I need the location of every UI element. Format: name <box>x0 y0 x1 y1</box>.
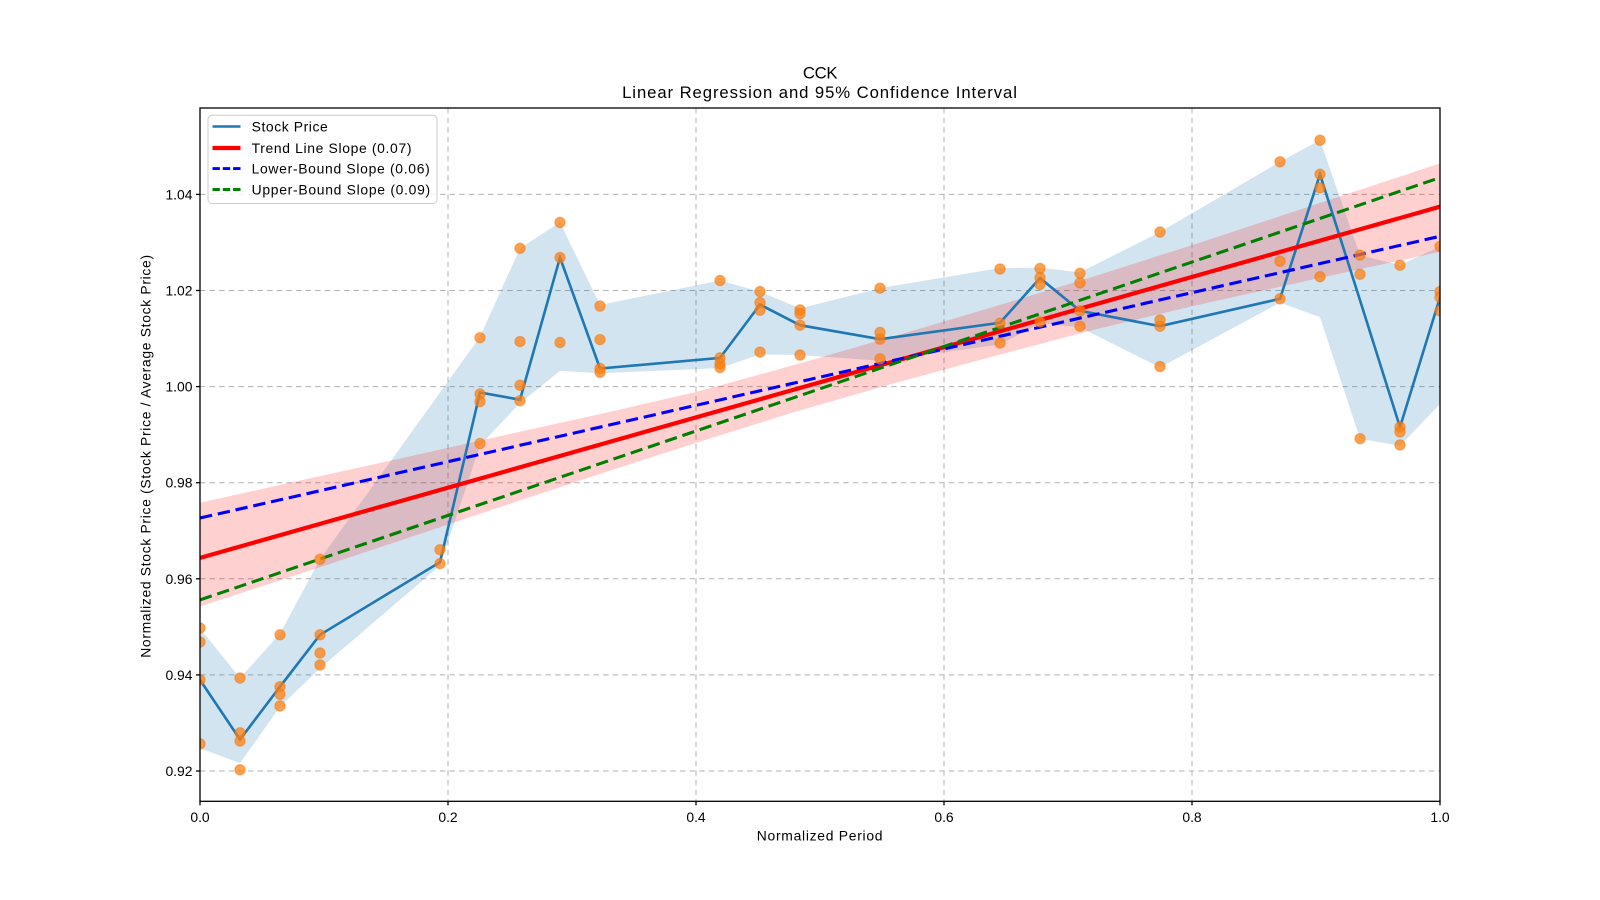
svg-text:Lower-Bound Slope (0.06): Lower-Bound Slope (0.06) <box>252 160 431 176</box>
svg-text:Upper-Bound Slope (0.09): Upper-Bound Slope (0.09) <box>252 181 431 197</box>
svg-text:0.0: 0.0 <box>190 809 210 825</box>
svg-text:0.96: 0.96 <box>165 571 192 587</box>
svg-text:0.98: 0.98 <box>165 475 192 491</box>
svg-text:Stock Price: Stock Price <box>252 118 329 134</box>
svg-text:Linear Regression and 95% Conf: Linear Regression and 95% Confidence Int… <box>622 83 1018 102</box>
svg-text:1.02: 1.02 <box>165 283 192 299</box>
svg-text:1.00: 1.00 <box>165 379 192 395</box>
svg-text:CCK: CCK <box>803 64 837 83</box>
svg-text:0.92: 0.92 <box>165 763 192 779</box>
svg-text:0.94: 0.94 <box>165 667 192 683</box>
svg-text:1.0: 1.0 <box>1430 809 1450 825</box>
svg-text:Trend Line Slope (0.07): Trend Line Slope (0.07) <box>252 140 413 156</box>
svg-text:Normalized Stock Price (Stock: Normalized Stock Price (Stock Price / Av… <box>138 254 154 658</box>
svg-text:0.6: 0.6 <box>934 809 954 825</box>
svg-text:0.8: 0.8 <box>1182 809 1202 825</box>
svg-text:1.04: 1.04 <box>165 186 192 202</box>
svg-text:0.4: 0.4 <box>686 809 706 825</box>
svg-text:0.2: 0.2 <box>438 809 458 825</box>
svg-text:Normalized Period: Normalized Period <box>757 827 884 843</box>
